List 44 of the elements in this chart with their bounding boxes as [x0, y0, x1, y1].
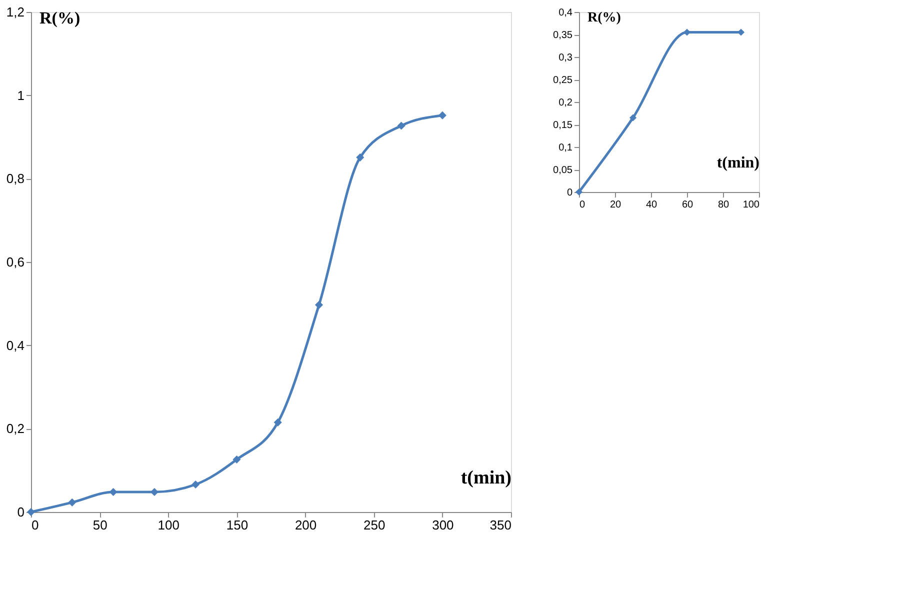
point — [232, 455, 241, 464]
y-tick-label: 0,1 — [558, 142, 573, 154]
point — [68, 498, 76, 506]
x-tick-label: 300 — [432, 518, 454, 532]
x-axis-title: t(min) — [716, 154, 760, 172]
point — [274, 418, 282, 426]
y-tick-label: 0,3 — [558, 52, 573, 64]
point — [356, 153, 364, 162]
x-tick-label: 200 — [294, 518, 317, 532]
y-tick-label: 0 — [17, 504, 24, 520]
y-tick-label: 0,8 — [6, 171, 24, 186]
x-tick-label: 20 — [610, 200, 622, 210]
x-tick-label: 40 — [646, 200, 658, 210]
y-tick-label: 1,2 — [6, 4, 24, 20]
x-tick-label: 50 — [92, 518, 108, 532]
point — [109, 488, 118, 496]
y-tick-label: 0,35 — [553, 30, 573, 41]
x-tick-label: 100 — [742, 200, 760, 210]
y-tick-label: 1 — [17, 88, 24, 103]
y-tick-label: 0,2 — [6, 421, 24, 436]
y-tick-label: 0,6 — [6, 254, 24, 270]
y-axis-title: R(%) — [40, 8, 80, 28]
y-tick-label: 0,15 — [553, 120, 573, 131]
x-tick-label: 250 — [364, 518, 386, 532]
y-tick-label: 0,4 — [6, 338, 24, 353]
y-axis-title: R(%) — [588, 10, 622, 26]
x-axis-title: t(min) — [460, 468, 512, 488]
x-tick-label: 100 — [158, 518, 180, 532]
y-tick-label: 0,4 — [558, 8, 573, 18]
x-tick-label: 80 — [718, 200, 730, 210]
y-tick-label: 0 — [566, 188, 573, 198]
x-tick-label: 60 — [682, 200, 694, 210]
point — [629, 114, 637, 122]
x-tick-label: 0 — [580, 200, 586, 210]
x-tick-label: 150 — [226, 518, 248, 532]
y-tick-label: 0,2 — [558, 98, 573, 108]
x-tick-label: 0 — [32, 518, 39, 532]
point — [438, 111, 446, 120]
x-tick-label: 350 — [490, 518, 512, 532]
y-tick-label: 0,05 — [553, 165, 573, 176]
y-tick-label: 0,25 — [553, 75, 573, 86]
point — [192, 480, 200, 489]
point — [397, 122, 406, 130]
point — [314, 300, 324, 309]
